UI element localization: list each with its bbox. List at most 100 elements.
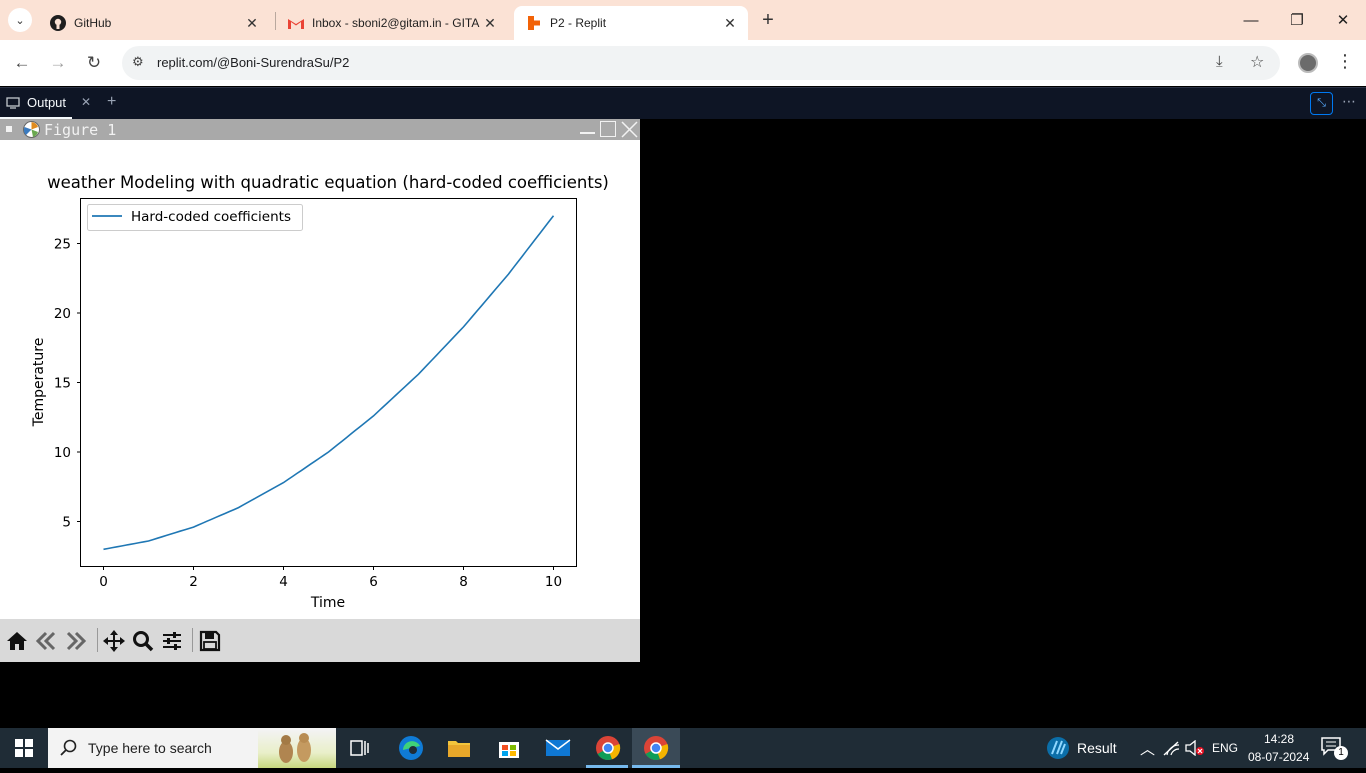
- tab-title: Inbox - sboni2@gitam.in - GITA: [312, 16, 480, 30]
- toolbar-divider: [192, 628, 193, 652]
- configure-subplots-icon: [163, 632, 181, 650]
- tab-replit[interactable]: P2 - Replit ✕: [514, 6, 748, 40]
- y-tick-label: 25: [54, 236, 71, 252]
- plot-axes-frame: [80, 198, 577, 567]
- figure-titlebar: Figure 1: [0, 119, 640, 140]
- profile-avatar[interactable]: [1298, 53, 1318, 73]
- network-icon[interactable]: [1163, 740, 1181, 756]
- file-explorer-app[interactable]: [445, 734, 473, 762]
- tab-gmail[interactable]: Inbox - sboni2@gitam.in - GITA ✕: [276, 6, 508, 40]
- edge-app[interactable]: [397, 734, 425, 762]
- notification-icon: [1321, 737, 1341, 756]
- notification-center-button[interactable]: 1: [1320, 736, 1350, 762]
- close-tab-icon[interactable]: ✕: [81, 95, 92, 109]
- mail-app[interactable]: [544, 734, 572, 762]
- figure-window: Figure 1 weather Modeling with quadratic…: [0, 119, 640, 662]
- bookmark-star-icon[interactable]: ☆: [1250, 54, 1265, 71]
- save-icon: [199, 630, 221, 652]
- close-tab-icon[interactable]: ✕: [246, 14, 258, 31]
- window-menu-icon[interactable]: [6, 126, 12, 132]
- clock-date[interactable]: 08-07-2024: [1248, 750, 1310, 764]
- configure-subplots-button[interactable]: [160, 629, 184, 653]
- replit-icon: [526, 15, 542, 31]
- minimize-icon[interactable]: [580, 132, 595, 134]
- mail-icon: [545, 739, 571, 756]
- chrome-icon: [644, 736, 669, 760]
- tab-output[interactable]: Output: [0, 88, 73, 119]
- chrome-icon: [596, 736, 621, 760]
- menu-kebab-icon[interactable]: ⋮: [1336, 51, 1354, 71]
- home-icon: [7, 632, 27, 650]
- home-button[interactable]: [5, 629, 29, 653]
- address-bar[interactable]: ⚙ replit.com/@Boni-SurendraSu/P2 ⤓ ☆: [122, 46, 1280, 80]
- y-tick-label: 15: [54, 376, 71, 392]
- volume-muted-icon[interactable]: [1185, 740, 1205, 756]
- series-line: [103, 215, 555, 551]
- close-tab-icon[interactable]: ✕: [724, 14, 736, 31]
- legend-label: Hard-coded coefficients: [131, 209, 291, 225]
- x-tick-label: 10: [545, 574, 562, 590]
- x-tick-label: 0: [99, 574, 108, 590]
- tab-github[interactable]: GitHub ✕: [38, 6, 270, 40]
- tab-separator: [275, 12, 276, 30]
- site-info-icon[interactable]: ⚙: [132, 54, 144, 69]
- install-app-icon[interactable]: ⤓: [1216, 53, 1223, 70]
- restore-button[interactable]: ❐: [1290, 12, 1304, 29]
- zoom-button[interactable]: [131, 629, 155, 653]
- tab-title: GitHub: [74, 16, 112, 30]
- save-button[interactable]: [198, 629, 222, 653]
- search-highlight-image: [258, 730, 336, 768]
- figure-title: Figure 1: [44, 121, 117, 139]
- replit-panel-header: Output ✕ + ⤡ ⋯: [0, 87, 1366, 119]
- taskbar-search-box[interactable]: Type here to search: [48, 728, 336, 768]
- reload-button[interactable]: ↻: [80, 49, 108, 77]
- maximize-icon[interactable]: [600, 121, 616, 137]
- minimize-pane-button[interactable]: ⤡: [1310, 92, 1333, 115]
- chrome-app[interactable]: [594, 734, 622, 762]
- minimize-button[interactable]: —: [1243, 11, 1259, 29]
- y-axis-label: Temperature: [31, 338, 47, 428]
- task-view-button[interactable]: [346, 734, 374, 762]
- y-tick-label: 20: [54, 306, 71, 322]
- arrow-left-icon: ←: [13, 53, 31, 72]
- plot-canvas: weather Modeling with quadratic equation…: [31, 173, 609, 611]
- pan-button[interactable]: [102, 629, 126, 653]
- add-tab-icon[interactable]: +: [107, 93, 117, 110]
- x-tick-label: 4: [279, 574, 288, 590]
- chrome-app-active[interactable]: [632, 728, 680, 768]
- close-window-button[interactable]: ✕: [1336, 12, 1350, 29]
- close-icon[interactable]: [621, 121, 638, 138]
- close-tab-icon[interactable]: ✕: [484, 14, 496, 31]
- axis-ticks: 0 2 4 6 8 10 5 10 15 20 25: [54, 236, 562, 590]
- y-tick-label: 5: [62, 515, 71, 531]
- arrow-right-icon: →: [49, 53, 67, 72]
- forward-button[interactable]: →: [44, 49, 72, 77]
- new-tab-button[interactable]: +: [762, 8, 774, 31]
- back-button[interactable]: [34, 629, 58, 653]
- gmail-icon: [288, 15, 304, 31]
- legend: Hard-coded coefficients: [87, 204, 303, 231]
- back-button[interactable]: ←: [8, 49, 36, 77]
- more-options-icon[interactable]: ⋯: [1342, 93, 1356, 109]
- zoom-icon: [133, 631, 154, 652]
- x-tick-label: 8: [459, 574, 468, 590]
- browser-tab-strip: ⌄ GitHub ✕ Inbox - sboni2@gitam.in - GIT…: [0, 0, 1366, 40]
- store-app[interactable]: [495, 734, 523, 762]
- store-icon: [499, 742, 519, 758]
- github-icon: [50, 15, 66, 31]
- reload-icon: ↻: [86, 53, 102, 72]
- url-text[interactable]: replit.com/@Boni-SurendraSu/P2: [157, 55, 350, 70]
- tab-search-button[interactable]: ⌄: [8, 8, 32, 32]
- monitor-icon: [6, 96, 20, 109]
- clock-time[interactable]: 14:28: [1264, 732, 1295, 746]
- forward-button[interactable]: [64, 629, 88, 653]
- language-indicator[interactable]: ENG: [1212, 741, 1239, 755]
- weather-widget[interactable]: Result: [1046, 734, 1126, 762]
- task-view-icon: [350, 740, 369, 756]
- show-hidden-icons-chevron-icon[interactable]: ︿: [1140, 741, 1156, 758]
- pan-icon: [103, 630, 125, 652]
- x-tick-label: 2: [189, 574, 198, 590]
- running-indicator: [632, 765, 680, 768]
- toolbar-divider: [97, 628, 98, 652]
- start-button[interactable]: [10, 734, 38, 762]
